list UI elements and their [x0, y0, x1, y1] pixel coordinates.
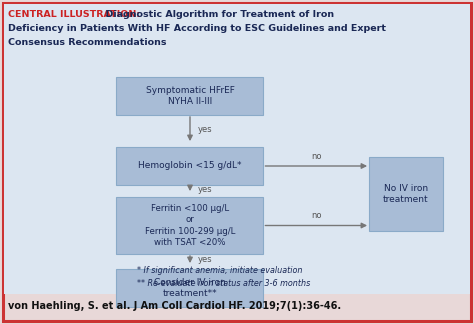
FancyBboxPatch shape: [117, 147, 264, 185]
Text: CENTRAL ILLUSTRATION:: CENTRAL ILLUSTRATION:: [8, 10, 140, 19]
Text: Consider IV iron
treatment**: Consider IV iron treatment**: [154, 278, 226, 298]
Text: Deficiency in Patients With HF According to ESC Guidelines and Expert: Deficiency in Patients With HF According…: [8, 24, 386, 33]
Text: ** Re-evaluate iron status after 3-6 months: ** Re-evaluate iron status after 3-6 mon…: [137, 279, 311, 288]
Text: no: no: [311, 212, 321, 221]
FancyBboxPatch shape: [117, 269, 264, 307]
Text: Hemoglobin <15 g/dL*: Hemoglobin <15 g/dL*: [138, 161, 242, 170]
Text: von Haehling, S. et al. J Am Coll Cardiol HF. 2019;7(1):36-46.: von Haehling, S. et al. J Am Coll Cardio…: [8, 301, 341, 311]
Text: Consensus Recommendations: Consensus Recommendations: [8, 38, 166, 47]
Text: yes: yes: [198, 124, 213, 133]
Text: Diagnostic Algorithm for Treatment of Iron: Diagnostic Algorithm for Treatment of Ir…: [8, 10, 334, 19]
Bar: [4, 4, 470, 66]
Text: No IV iron
treatment: No IV iron treatment: [383, 184, 429, 204]
Text: yes: yes: [198, 255, 213, 264]
FancyBboxPatch shape: [369, 157, 443, 231]
Text: Ferritin <100 μg/L
or
Ferritin 100-299 μg/L
with TSAT <20%: Ferritin <100 μg/L or Ferritin 100-299 μ…: [145, 204, 235, 247]
Text: Symptomatic HFrEF
NYHA II-III: Symptomatic HFrEF NYHA II-III: [146, 86, 235, 106]
Text: * If significant anemia, initiate evaluation: * If significant anemia, initiate evalua…: [137, 266, 303, 275]
Bar: [4, 66, 470, 294]
Text: yes: yes: [198, 184, 213, 193]
Text: no: no: [311, 152, 321, 161]
FancyBboxPatch shape: [117, 197, 264, 254]
FancyBboxPatch shape: [117, 77, 264, 115]
